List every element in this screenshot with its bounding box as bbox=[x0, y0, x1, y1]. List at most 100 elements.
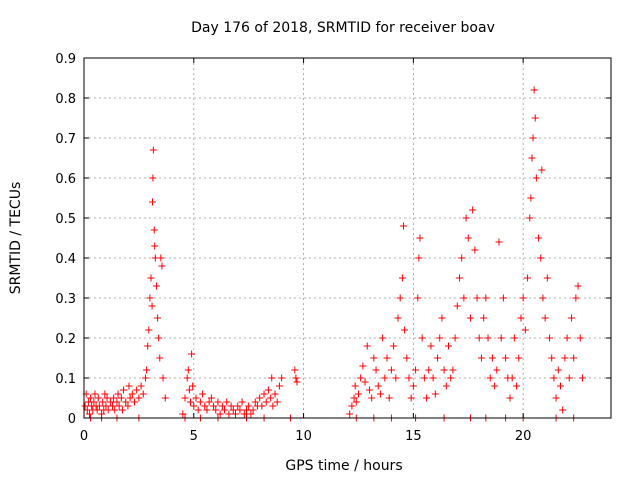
data-point bbox=[477, 354, 485, 362]
data-point bbox=[359, 362, 367, 370]
data-point bbox=[554, 366, 562, 374]
data-point bbox=[126, 394, 134, 402]
data-point bbox=[291, 366, 299, 374]
data-point bbox=[223, 398, 231, 406]
data-point bbox=[510, 334, 518, 342]
data-point bbox=[201, 402, 209, 410]
data-point bbox=[111, 406, 119, 414]
data-point bbox=[399, 222, 407, 230]
data-point bbox=[133, 386, 141, 394]
data-point bbox=[95, 402, 103, 410]
data-point bbox=[521, 326, 529, 334]
data-point bbox=[379, 334, 387, 342]
data-point bbox=[273, 398, 281, 406]
data-point bbox=[453, 302, 461, 310]
data-point bbox=[354, 390, 362, 398]
data-point bbox=[418, 334, 426, 342]
data-point bbox=[381, 374, 389, 382]
data-point bbox=[122, 398, 130, 406]
data-point bbox=[519, 294, 527, 302]
x-tick-label: 0 bbox=[80, 429, 88, 444]
data-point bbox=[548, 354, 556, 362]
data-point bbox=[293, 378, 301, 386]
y-tick-label: 0.2 bbox=[55, 332, 76, 347]
data-point bbox=[535, 234, 543, 242]
data-point bbox=[524, 274, 532, 282]
data-point bbox=[385, 394, 393, 402]
data-point bbox=[528, 154, 536, 162]
data-point bbox=[365, 386, 373, 394]
y-tick-label: 0.8 bbox=[55, 92, 76, 107]
data-point bbox=[125, 382, 133, 390]
data-point bbox=[260, 390, 268, 398]
data-point bbox=[157, 254, 165, 262]
data-point bbox=[101, 390, 109, 398]
data-point bbox=[515, 354, 523, 362]
data-point bbox=[352, 398, 360, 406]
data-point bbox=[188, 350, 196, 358]
data-point bbox=[392, 374, 400, 382]
data-point bbox=[409, 382, 417, 390]
data-point bbox=[99, 398, 107, 406]
data-point bbox=[141, 374, 149, 382]
data-point bbox=[559, 406, 567, 414]
data-point bbox=[475, 334, 483, 342]
data-point bbox=[445, 342, 453, 350]
data-point bbox=[570, 354, 578, 362]
data-point bbox=[149, 198, 157, 206]
data-point bbox=[186, 398, 194, 406]
data-point bbox=[517, 314, 525, 322]
data-point bbox=[196, 398, 204, 406]
y-tick-label: 0.7 bbox=[55, 132, 76, 147]
data-point bbox=[210, 402, 218, 410]
data-point bbox=[207, 394, 215, 402]
data-point bbox=[161, 394, 169, 402]
data-point bbox=[221, 406, 229, 414]
data-point bbox=[538, 166, 546, 174]
y-tick-label: 0.5 bbox=[55, 212, 76, 227]
data-point bbox=[398, 274, 406, 282]
data-point bbox=[376, 390, 384, 398]
data-point bbox=[145, 326, 153, 334]
data-point bbox=[117, 394, 125, 402]
data-point bbox=[415, 254, 423, 262]
data-point bbox=[486, 374, 494, 382]
x-tick-label: 15 bbox=[405, 429, 422, 444]
data-point bbox=[103, 394, 111, 402]
y-tick-label: 0.9 bbox=[55, 52, 76, 67]
grid-lines bbox=[84, 58, 611, 418]
x-tick-label: 20 bbox=[515, 429, 532, 444]
data-point bbox=[158, 262, 166, 270]
axes: 0 0.1 0.2 0.3 0.4 0.5 0.6 0.7 0.8 0.9 0 5 10 15 20 bbox=[55, 52, 611, 444]
data-point bbox=[114, 390, 122, 398]
data-point bbox=[144, 342, 152, 350]
data-point bbox=[102, 402, 110, 410]
data-point bbox=[458, 254, 466, 262]
data-point bbox=[466, 314, 474, 322]
data-point bbox=[242, 406, 250, 414]
data-point bbox=[113, 398, 121, 406]
data-point bbox=[508, 374, 516, 382]
data-point bbox=[471, 246, 479, 254]
x-tick-label: 5 bbox=[190, 429, 198, 444]
plot-frame bbox=[83, 57, 612, 419]
data-point bbox=[493, 366, 501, 374]
data-point bbox=[497, 334, 505, 342]
data-point bbox=[245, 402, 253, 410]
data-point bbox=[147, 274, 155, 282]
data-point bbox=[238, 398, 246, 406]
data-point bbox=[469, 206, 477, 214]
data-point bbox=[256, 394, 264, 402]
data-point bbox=[491, 382, 499, 390]
data-point bbox=[229, 406, 237, 414]
data-point bbox=[561, 354, 569, 362]
data-point bbox=[115, 402, 123, 410]
data-point bbox=[407, 394, 415, 402]
data-point bbox=[251, 398, 259, 406]
data-point bbox=[434, 354, 442, 362]
data-point bbox=[234, 402, 242, 410]
data-point bbox=[390, 342, 398, 350]
y-tick-label: 0 bbox=[68, 412, 76, 427]
data-point bbox=[368, 394, 376, 402]
